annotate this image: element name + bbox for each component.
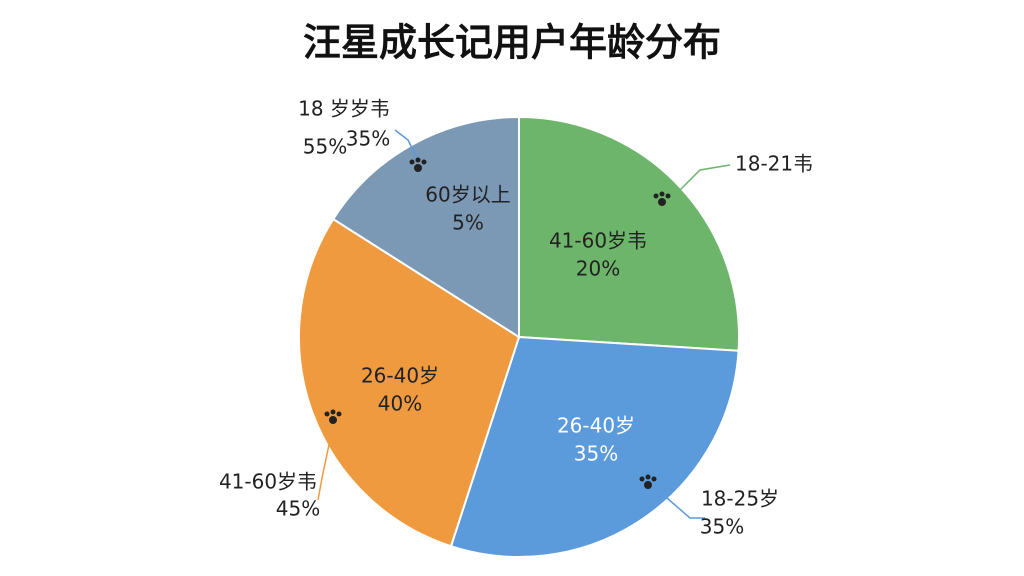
- pie-slice: [298, 217, 521, 548]
- pie-slice: [449, 335, 740, 558]
- paw-icon: [330, 409, 336, 415]
- leader-line: [677, 164, 731, 193]
- slice-label: 35%: [574, 442, 618, 466]
- paw-icon: [645, 474, 651, 480]
- paw-icon: [409, 159, 415, 165]
- outer-label: 18-25岁: [701, 487, 779, 511]
- chart-title: 汪星成长记用户年龄分布: [303, 21, 721, 65]
- slice-label: 26-40岁: [361, 364, 439, 388]
- paw-icon: [415, 157, 421, 163]
- outer-label: 55%: [303, 135, 347, 159]
- slice-label: 20%: [576, 257, 620, 281]
- leader-line: [659, 491, 705, 519]
- slice-label: 5%: [452, 211, 484, 235]
- outer-label: 35%: [346, 127, 390, 151]
- paw-icon: [639, 476, 645, 482]
- outer-label: 41-60岁韦: [219, 470, 317, 494]
- leader-line: [394, 129, 419, 161]
- outer-label: 18 岁岁韦: [298, 97, 390, 121]
- paw-icon: [329, 416, 337, 424]
- paw-icon: [659, 191, 665, 197]
- slice-label: 40%: [378, 392, 422, 416]
- paw-icon: [324, 411, 330, 417]
- paw-icon: [336, 411, 342, 417]
- paw-icon: [644, 481, 652, 489]
- slice-label: 26-40岁: [557, 414, 635, 438]
- outer-label: 18-21韦: [735, 152, 813, 176]
- outer-label: 35%: [700, 515, 744, 539]
- slice-label: 60岁以上: [425, 183, 510, 207]
- pie-slice: [331, 115, 520, 339]
- paw-icon: [651, 476, 657, 482]
- outer-label: 45%: [276, 497, 320, 521]
- paw-icon: [414, 164, 422, 172]
- paw-icon: [653, 193, 659, 199]
- paw-icon: [665, 193, 671, 199]
- leader-line: [317, 439, 331, 501]
- pie-slice: [518, 115, 740, 352]
- paw-icon: [658, 198, 666, 206]
- paw-icon: [421, 159, 427, 165]
- slice-label: 41-60岁韦: [549, 229, 647, 253]
